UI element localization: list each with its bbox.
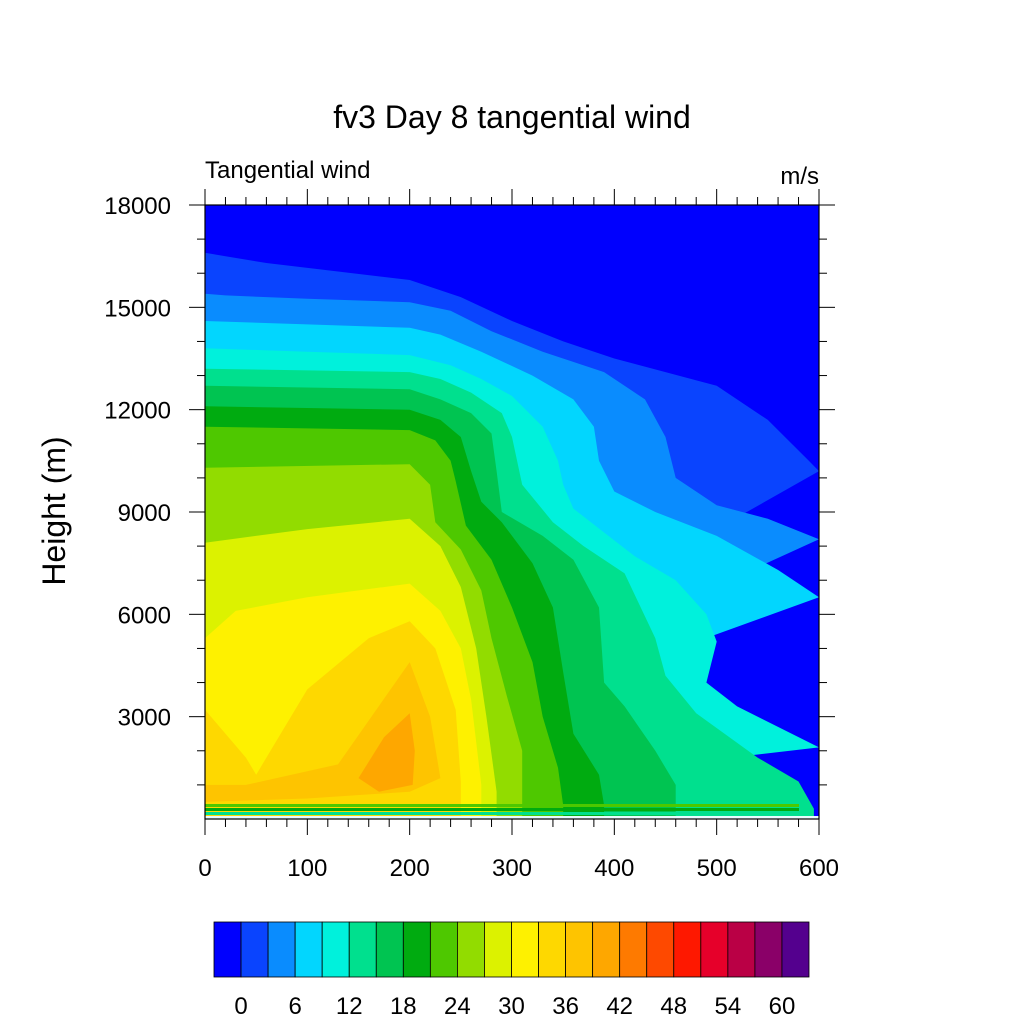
x-tick-label: 600 <box>799 855 839 882</box>
chart-title: fv3 Day 8 tangential wind <box>333 99 691 135</box>
y-tick-label: 18000 <box>104 193 171 220</box>
colorbar-swatch-4 <box>321 921 350 978</box>
colorbar-swatch-20 <box>754 921 783 978</box>
surface-layer-strip-1 <box>205 808 799 811</box>
colorbar-swatch-8 <box>429 921 458 978</box>
colorbar-tick-label: 42 <box>606 993 633 1020</box>
y-tick-label: 6000 <box>118 602 171 629</box>
colorbar-swatch-17 <box>673 921 702 978</box>
y-tick-label: 9000 <box>118 500 171 527</box>
axes: 0 100 200 300 400 500 600 3000 6000 9000 12000 1500… <box>104 189 839 882</box>
surface-layer-strip-2 <box>205 812 799 815</box>
y-axis-label: Height (m) <box>36 436 72 585</box>
surface-layer-strip-bottom <box>205 816 819 819</box>
colorbar-tick-label: 12 <box>336 993 363 1020</box>
colorbar-swatch-10 <box>484 921 512 978</box>
surface-layer-strip-0 <box>205 804 799 807</box>
x-tick-label: 300 <box>492 855 532 882</box>
colorbar-tick-label: 6 <box>288 993 301 1020</box>
colorbar-swatch-6 <box>375 921 404 978</box>
y-tick-label: 3000 <box>118 705 171 732</box>
colorbar-swatch-15 <box>619 921 648 978</box>
colorbar-swatch-7 <box>402 921 431 978</box>
contour-band-39 <box>358 713 415 792</box>
colorbar: 0 6 12 18 24 30 36 42 48 54 60 <box>213 921 810 1020</box>
colorbar-swatch-1 <box>240 921 269 978</box>
colorbar-tick-label: 48 <box>660 993 687 1020</box>
colorbar-swatch-5 <box>348 921 377 978</box>
x-tick-label: 0 <box>198 855 211 882</box>
y-tick-label: 15000 <box>104 295 171 322</box>
colorbar-tick-label: 60 <box>769 993 796 1020</box>
colorbar-swatch-9 <box>457 921 485 978</box>
plot-area <box>205 205 819 820</box>
y-tick-label: 12000 <box>104 398 171 425</box>
x-tick-label: 400 <box>594 855 634 882</box>
colorbar-swatch-11 <box>511 921 539 978</box>
colorbar-tick-label: 18 <box>390 993 417 1020</box>
colorbar-swatch-18 <box>700 921 729 978</box>
colorbar-swatch-14 <box>592 921 621 978</box>
colorbar-tick-label: 0 <box>234 993 247 1020</box>
colorbar-swatch-2 <box>267 921 296 978</box>
x-tick-label: 500 <box>697 855 737 882</box>
chart-subtitle-left: Tangential wind <box>205 157 370 184</box>
x-tick-label: 100 <box>287 855 327 882</box>
colorbar-swatch-16 <box>646 921 675 978</box>
x-tick-label: 200 <box>390 855 430 882</box>
colorbar-swatch-0 <box>213 921 242 978</box>
colorbar-swatch-19 <box>727 921 756 978</box>
colorbar-swatch-21 <box>781 921 810 978</box>
chart-units: m/s <box>780 163 819 190</box>
colorbar-tick-label: 54 <box>715 993 742 1020</box>
colorbar-swatch-13 <box>565 921 594 978</box>
colorbar-tick-label: 30 <box>498 993 525 1020</box>
colorbar-tick-label: 36 <box>552 993 579 1020</box>
colorbar-tick-label: 24 <box>444 993 471 1020</box>
colorbar-swatch-3 <box>294 921 323 978</box>
colorbar-swatch-12 <box>538 921 566 978</box>
